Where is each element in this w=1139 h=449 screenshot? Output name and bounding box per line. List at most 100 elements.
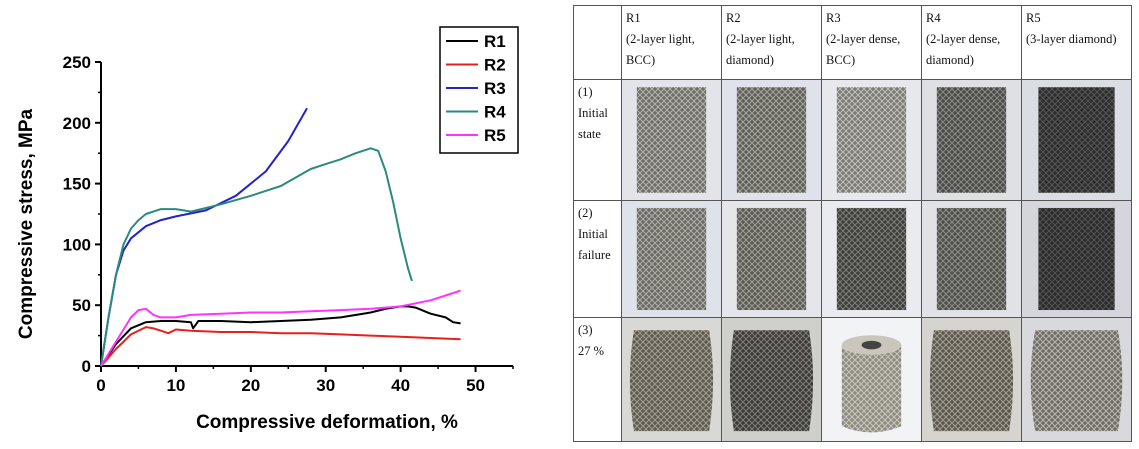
specimen-photo-image (1022, 80, 1131, 200)
row-num: (2) (578, 206, 593, 220)
row-label-3: (3) 27 % (573, 317, 622, 442)
specimen-photo (722, 318, 821, 441)
specimen-photo-image (722, 201, 821, 317)
legend-label: R2 (484, 56, 506, 75)
table-row-27-percent: (3) 27 % (573, 317, 1132, 442)
chart-series-group (100, 107, 461, 367)
photo-cell (821, 317, 922, 442)
specimen-photo-image (622, 201, 721, 317)
legend-label: R3 (484, 79, 506, 98)
specimen-photo-image (1022, 201, 1131, 317)
photo-cell (921, 317, 1022, 442)
specimen-photo-image (922, 80, 1021, 200)
specimen-photo-image (622, 80, 721, 200)
row-label-1: (1) Initial state (573, 79, 622, 201)
photo-cell (1021, 79, 1132, 201)
corner-cell (573, 5, 622, 80)
specimen-photo (1022, 318, 1131, 441)
series-line-r1 (100, 305, 461, 367)
specimen-photo-image (822, 318, 921, 441)
table-row-initial-failure: (2) Initial failure (573, 200, 1132, 318)
photo-cell (821, 200, 922, 318)
table-row-initial-state: (1) Initial state (573, 79, 1132, 201)
stress-strain-chart: 0 50 100 150 200 250 0 10 20 30 40 50 R1 R2 R3 R4 R5 Co… (0, 0, 560, 449)
photo-cell (621, 79, 722, 201)
specimen-photo (822, 318, 921, 441)
legend-box (439, 26, 519, 154)
specimen-photo-image (622, 318, 721, 441)
legend-label: R1 (484, 32, 506, 51)
header-id: R3 (826, 11, 841, 25)
row-text: Initial state (578, 106, 608, 141)
specimen-photo (922, 318, 1021, 441)
specimen-photo (622, 318, 721, 441)
y-tick-label: 150 (63, 175, 91, 194)
photo-cell (1021, 200, 1132, 318)
specimen-photo-image (922, 318, 1021, 441)
photo-cell (621, 200, 722, 318)
y-tick-label: 100 (63, 235, 91, 254)
table-header-row: R1 (2-layer light, BCC) R2 (2-layer light,… (573, 5, 1132, 80)
chart-svg: 0 50 100 150 200 250 0 10 20 30 40 50 R1 R2 R3 R4 R5 Co… (16, 26, 519, 433)
series-line-r2 (100, 326, 461, 367)
series-line-r5 (100, 289, 461, 367)
series-line-r4 (100, 147, 413, 367)
specimen-photo-image (822, 201, 921, 317)
x-axis-title: Compressive deformation, % (196, 412, 458, 433)
specimen-photo (1022, 80, 1131, 200)
specimen-photo-image (722, 318, 821, 441)
specimen-photo (822, 201, 921, 317)
photo-cell (721, 200, 822, 318)
specimen-photo (622, 201, 721, 317)
specimen-photo-image (1022, 318, 1131, 441)
header-r1: R1 (2-layer light, BCC) (621, 5, 722, 80)
row-num: (3) (578, 323, 593, 337)
header-desc: (2-layer dense, BCC) (826, 32, 901, 67)
x-tick-label: 10 (166, 376, 185, 395)
y-tick-label: 50 (72, 296, 91, 315)
header-desc: (2-layer dense, diamond) (926, 32, 1001, 67)
specimen-photo (922, 80, 1021, 200)
header-id: R1 (626, 11, 641, 25)
header-id: R4 (926, 11, 941, 25)
specimen-photo (922, 201, 1021, 317)
chart-axes: 0 50 100 150 200 250 0 10 20 30 40 50 (63, 53, 514, 395)
specimen-photo (822, 80, 921, 200)
x-tick-label: 30 (316, 376, 335, 395)
specimen-photo-image (722, 80, 821, 200)
legend-label: R5 (484, 126, 506, 145)
photo-cell (721, 79, 822, 201)
header-desc: (2-layer light, BCC) (626, 32, 695, 67)
row-text: Initial failure (578, 227, 611, 262)
photo-cell (621, 317, 722, 442)
specimen-photo (622, 80, 721, 200)
legend-label: R4 (484, 103, 506, 122)
header-r4: R4 (2-layer dense, diamond) (921, 5, 1022, 80)
specimen-photo (722, 80, 821, 200)
x-tick-label: 20 (241, 376, 260, 395)
x-tick-label: 40 (391, 376, 410, 395)
specimen-photo-table: R1 (2-layer light, BCC) R2 (2-layer light,… (573, 5, 1132, 442)
specimen-photo-image (922, 201, 1021, 317)
header-id: R5 (1026, 11, 1041, 25)
photo-cell (721, 317, 822, 442)
specimen-photo-image (822, 80, 921, 200)
photo-cell (1021, 317, 1132, 442)
row-label-2: (2) Initial failure (573, 200, 622, 318)
x-tick-label: 50 (466, 376, 485, 395)
specimen-photo (1022, 201, 1131, 317)
photo-cell (921, 79, 1022, 201)
y-tick-label: 250 (63, 53, 91, 72)
photo-cell (921, 200, 1022, 318)
photo-cell (821, 79, 922, 201)
y-tick-label: 0 (82, 357, 91, 376)
row-text: 27 % (578, 344, 605, 358)
specimen-photo (722, 201, 821, 317)
header-desc: (3-layer diamond) (1026, 32, 1117, 46)
header-desc: (2-layer light, diamond) (726, 32, 795, 67)
x-tick-label: 0 (96, 376, 105, 395)
header-r5: R5 (3-layer diamond) (1021, 5, 1132, 80)
y-axis-title: Compressive stress, MPa (16, 108, 37, 339)
header-r3: R3 (2-layer dense, BCC) (821, 5, 922, 80)
y-tick-label: 200 (63, 114, 91, 133)
